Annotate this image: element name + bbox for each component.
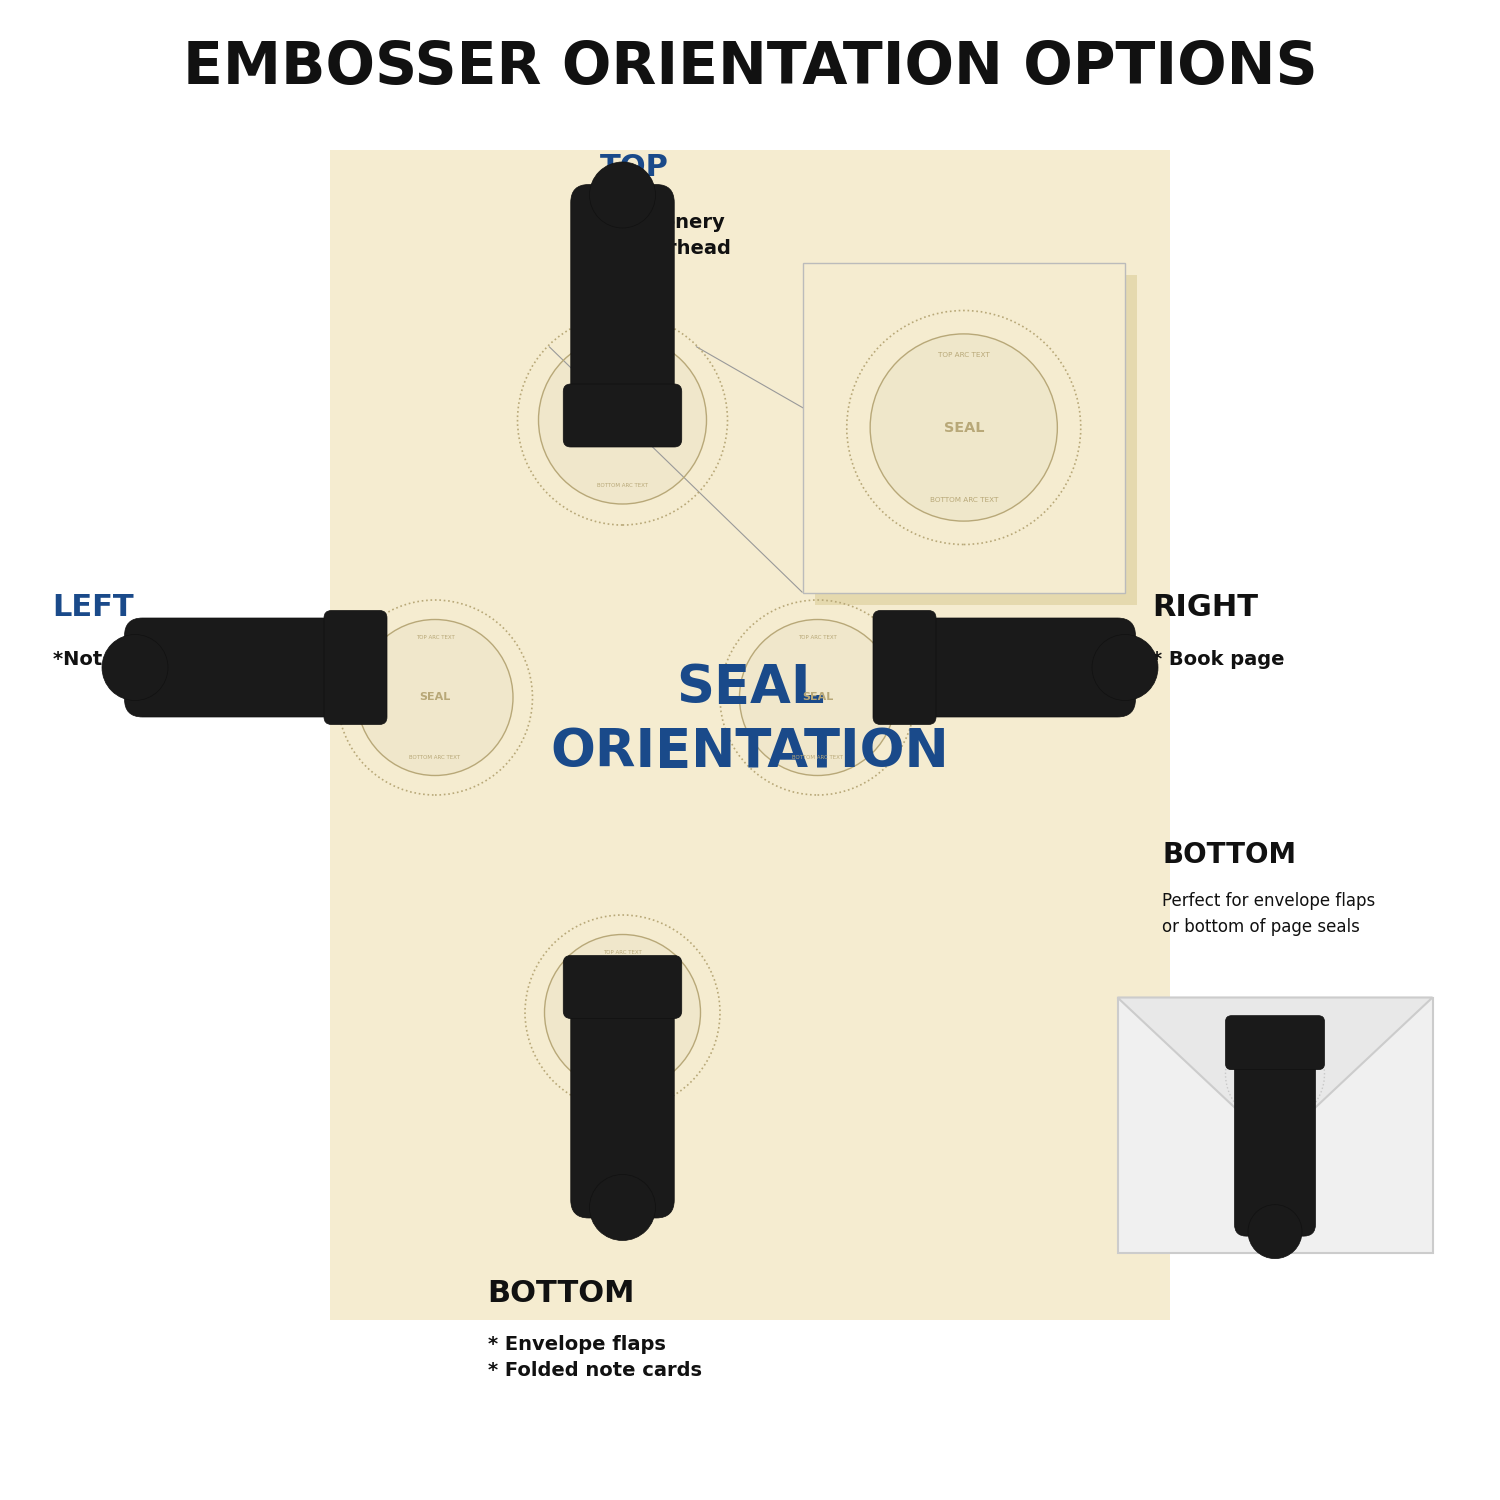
Text: TOP ARC TEXT: TOP ARC TEXT — [798, 634, 837, 639]
Circle shape — [357, 620, 513, 776]
FancyBboxPatch shape — [815, 274, 1137, 604]
Text: TOP ARC TEXT: TOP ARC TEXT — [416, 634, 454, 639]
Text: BOTTOM ARC TEXT: BOTTOM ARC TEXT — [410, 756, 460, 760]
FancyBboxPatch shape — [330, 150, 1170, 1320]
Polygon shape — [1118, 998, 1432, 1146]
Text: Perfect for envelope flaps
or bottom of page seals: Perfect for envelope flaps or bottom of … — [1162, 892, 1376, 936]
Circle shape — [1092, 634, 1158, 700]
Circle shape — [1248, 1204, 1302, 1258]
Text: TOP: TOP — [600, 153, 669, 183]
Text: *Stationery
*Letterhead: *Stationery *Letterhead — [600, 213, 732, 258]
Text: TOP ARC TEXT: TOP ARC TEXT — [938, 352, 990, 358]
Text: LEFT: LEFT — [53, 592, 134, 622]
Text: SEAL: SEAL — [944, 420, 984, 435]
Text: SEAL: SEAL — [608, 416, 638, 424]
Circle shape — [538, 336, 706, 504]
Text: SEAL: SEAL — [608, 1008, 638, 1017]
FancyBboxPatch shape — [873, 610, 936, 724]
Circle shape — [590, 162, 656, 228]
FancyBboxPatch shape — [124, 618, 355, 717]
Text: EMBOSSER ORIENTATION OPTIONS: EMBOSSER ORIENTATION OPTIONS — [183, 39, 1317, 96]
Text: SEAL: SEAL — [420, 693, 450, 702]
Text: TOP ARC TEXT: TOP ARC TEXT — [603, 352, 642, 357]
Text: SEAL
ORIENTATION: SEAL ORIENTATION — [550, 662, 950, 778]
FancyBboxPatch shape — [802, 262, 1125, 592]
Circle shape — [544, 934, 700, 1090]
Text: BOTTOM ARC TEXT: BOTTOM ARC TEXT — [930, 496, 998, 502]
Circle shape — [870, 334, 1058, 520]
Text: BOTTOM ARC TEXT: BOTTOM ARC TEXT — [792, 756, 843, 760]
FancyBboxPatch shape — [1234, 1047, 1316, 1236]
Text: BOTTOM ARC TEXT: BOTTOM ARC TEXT — [597, 483, 648, 488]
Text: RIGHT: RIGHT — [1152, 592, 1258, 622]
Text: *Not Common: *Not Common — [53, 650, 204, 669]
Text: BOTTOM: BOTTOM — [1162, 842, 1296, 868]
Text: * Envelope flaps
* Folded note cards: * Envelope flaps * Folded note cards — [488, 1335, 702, 1380]
FancyBboxPatch shape — [324, 610, 387, 724]
Text: BOTTOM: BOTTOM — [488, 1278, 634, 1308]
FancyBboxPatch shape — [570, 184, 674, 416]
Text: SEAL: SEAL — [1264, 1071, 1284, 1077]
Text: BOTTOM ARC TEXT: BOTTOM ARC TEXT — [597, 1071, 648, 1076]
FancyBboxPatch shape — [562, 956, 681, 1018]
Text: TOP ARC TEXT: TOP ARC TEXT — [603, 950, 642, 954]
FancyBboxPatch shape — [1118, 998, 1432, 1252]
Text: * Book page: * Book page — [1152, 650, 1284, 669]
FancyBboxPatch shape — [570, 987, 674, 1218]
Text: SEAL: SEAL — [802, 693, 832, 702]
FancyBboxPatch shape — [562, 384, 681, 447]
FancyBboxPatch shape — [1226, 1016, 1324, 1070]
Circle shape — [740, 620, 896, 776]
Circle shape — [102, 634, 168, 700]
Circle shape — [590, 1174, 656, 1240]
FancyBboxPatch shape — [904, 618, 1136, 717]
